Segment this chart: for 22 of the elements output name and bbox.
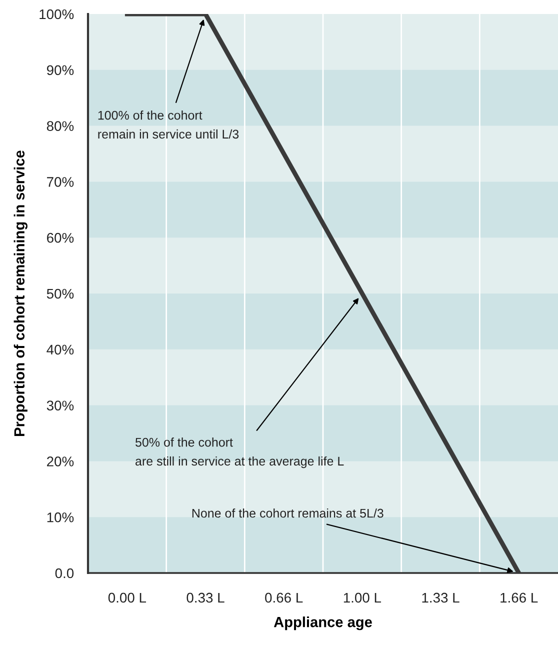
x-tick-label: 0.66 L	[265, 592, 303, 603]
x-tick-label: 1.66 L	[500, 592, 538, 603]
annotation: 50% of the cohort are still in service at the average life L	[136, 438, 344, 468]
x-axis-title: Appliance age	[274, 616, 372, 630]
y-axis-title: Proportion of cohort remaining in service	[14, 150, 28, 436]
x-tick-label: 0.00 L	[108, 592, 146, 603]
x-tick-label: 1.00 L	[344, 592, 382, 603]
y-tick-label: 50%	[46, 288, 74, 299]
annotation: 100% of the cohort remain in service until L/3	[98, 110, 239, 139]
y-tick-label: 30%	[46, 400, 74, 410]
y-tick-label: 40%	[46, 344, 74, 355]
y-tick-label: 20%	[47, 456, 74, 466]
y-tick-label: 70%	[47, 177, 74, 187]
x-tick-label: 1.33 L	[422, 592, 460, 603]
y-tick-label: 80%	[46, 121, 74, 131]
y-tick-label: 90%	[46, 65, 74, 76]
y-tick-label: 100%	[40, 9, 74, 20]
annotation: None of the cohort remains at 5L/3	[192, 508, 384, 518]
y-tick-label: 10%	[47, 512, 74, 522]
x-tick-label: 0.33 L	[186, 592, 224, 603]
y-tick-label: 60%	[47, 232, 74, 243]
y-tick-label: 0.0	[55, 568, 74, 578]
